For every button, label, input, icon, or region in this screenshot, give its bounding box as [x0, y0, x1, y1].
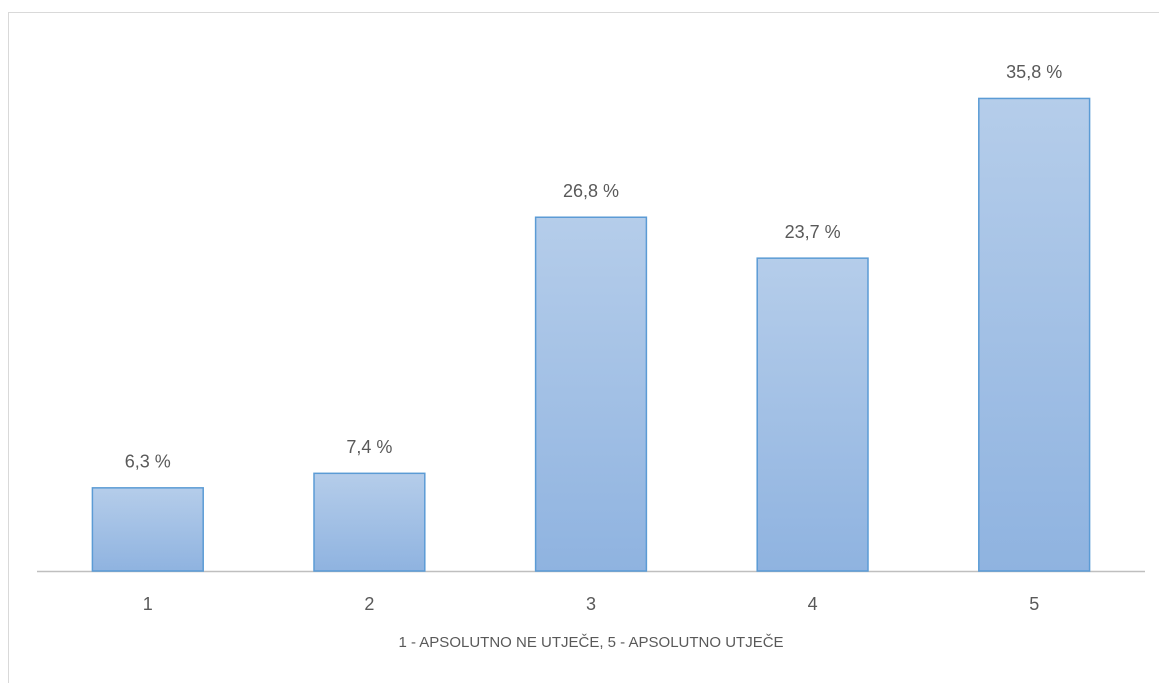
bar: [978, 97, 1091, 572]
x-tick-label: 3: [586, 594, 596, 614]
x-tick-label: 5: [1029, 594, 1039, 614]
chart-frame: [8, 12, 1159, 683]
data-label: 6,3 %: [125, 452, 171, 472]
x-tick-label: 4: [808, 594, 818, 614]
x-tick-label: 2: [364, 594, 374, 614]
data-label: 7,4 %: [346, 437, 392, 457]
bar: [756, 257, 869, 572]
bar: [534, 216, 648, 572]
data-label: 35,8 %: [1006, 62, 1062, 82]
data-label: 23,7 %: [785, 222, 841, 242]
x-tick-label: 1: [143, 594, 153, 614]
bar: [313, 472, 426, 572]
data-label: 26,8 %: [563, 181, 619, 201]
bar: [91, 487, 204, 572]
x-axis-title: 1 - APSOLUTNO NE UTJEČE, 5 - APSOLUTNO U…: [398, 634, 783, 651]
